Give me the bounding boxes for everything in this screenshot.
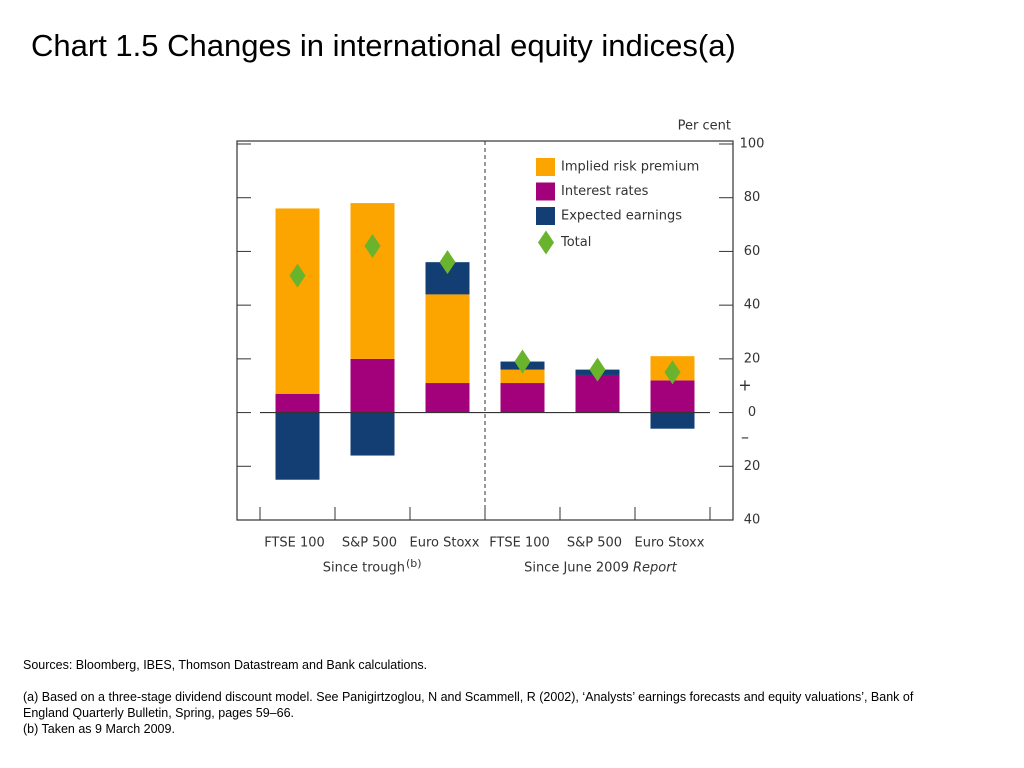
legend-label: Implied risk premium [561,160,699,175]
legend-swatch [536,158,555,176]
note: (b) Taken as 9 March 2009. [23,722,175,736]
y-tick-label: 40 [744,298,761,313]
total-marker [589,357,606,382]
x-tick-label: Euro Stoxx [635,536,705,551]
bar-segment [275,208,320,394]
total-marker [364,234,381,259]
bar-segment [350,203,395,359]
total-marker [289,263,306,288]
x-tick-label: FTSE 100 [489,536,550,551]
bar-segment [425,383,470,413]
y-tick-label: 80 [744,190,761,205]
group-label: Since trough [323,561,405,576]
note: (a) Based on a three-stage dividend disc… [23,690,914,720]
y-axis-label: Per cent [678,119,731,134]
bar-segment [650,380,695,413]
total-marker [514,349,531,374]
bar-segment [350,358,395,413]
bar-segment [350,412,395,456]
legend-swatch [536,207,555,225]
annotation: + [738,376,751,395]
title: Chart 1.5 Changes in international equit… [31,28,736,63]
bar-segment [275,412,320,480]
legend-swatch [536,182,555,201]
bar-segment [425,294,470,384]
x-tick-label: S&P 500 [342,536,397,551]
y-tick-label: 20 [744,351,761,366]
group-note: (b) [406,557,422,570]
total-marker [664,360,681,385]
notes: Sources: Bloomberg, IBES, Thomson Datast… [23,657,923,737]
note: Sources: Bloomberg, IBES, Thomson Datast… [23,658,428,672]
y-tick-label: 40 [744,513,761,528]
x-tick-label: S&P 500 [567,536,622,551]
y-tick-label: 20 [744,459,761,474]
bar-segment [275,393,320,413]
bar-segment [500,369,545,384]
legend-label: Total [560,235,591,250]
legend-label: Interest rates [561,184,649,199]
group-label: Since June 2009 [524,561,629,576]
annotation: – [741,428,749,447]
y-tick-label: 60 [744,244,761,259]
x-tick-label: FTSE 100 [264,536,325,551]
y-tick-label: 100 [740,137,765,152]
legend-marker [538,230,554,255]
x-tick-label: Euro Stoxx [410,536,480,551]
total-marker [439,250,456,275]
bar-segment [500,383,545,413]
y-tick-label: 0 [748,405,756,420]
legend-label: Expected earnings [561,209,682,224]
bar-segment [650,412,695,429]
group-note: Report [633,561,678,576]
chart: Per cent + – Since trough (b) Since June… [236,119,765,576]
